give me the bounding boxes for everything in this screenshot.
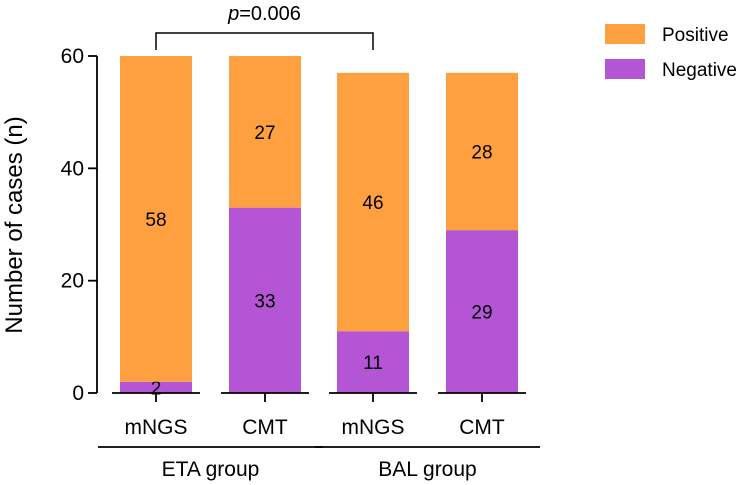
data-label: 58 [145, 210, 166, 231]
x-tick-label: CMT [242, 416, 288, 439]
data-label: 33 [254, 291, 275, 312]
x-tick-label: CMT [459, 416, 505, 439]
x-axis: mNGS CMT mNGS CMT [112, 392, 526, 439]
legend: Positive Negative [605, 24, 737, 81]
legend-swatch-negative [605, 59, 645, 79]
x-tick-label: mNGS [125, 416, 188, 439]
bars: 2 58 33 27 11 46 29 28 [120, 56, 518, 399]
bar-segment-positive [120, 56, 192, 382]
legend-label: Positive [662, 25, 729, 46]
bar-segment-positive [337, 72, 409, 332]
y-tick-label: 40 [61, 157, 84, 180]
group-label: ETA group [162, 458, 260, 481]
y-tick-label: 20 [61, 270, 84, 293]
data-label: 46 [362, 193, 383, 214]
group-label: BAL group [378, 458, 476, 481]
data-label: 27 [254, 123, 275, 144]
p-value-label: p=0.006 [227, 3, 301, 25]
data-label: 11 [363, 353, 383, 374]
y-axis-label: Number of cases (n) [1, 116, 28, 333]
bar-segment-negative [120, 381, 192, 393]
data-label: 28 [471, 142, 492, 163]
bar-segment-positive [446, 72, 518, 231]
y-tick-label: 60 [61, 45, 84, 68]
p-value: =0.006 [239, 3, 301, 25]
significance-annotation: p=0.006 [155, 3, 374, 50]
bar-segment-positive [229, 56, 301, 208]
legend-swatch-positive [605, 24, 645, 44]
bar-segment-negative [446, 230, 518, 393]
data-label: 2 [151, 378, 162, 399]
significance-bracket [155, 32, 374, 50]
legend-label: Negative [662, 60, 737, 81]
group-labels: ETA group BAL group [98, 446, 540, 481]
bar-segment-negative [337, 331, 409, 393]
data-label: 29 [471, 303, 492, 324]
y-tick-label: 0 [72, 382, 84, 405]
p-symbol: p [227, 3, 239, 25]
bar-segment-negative [229, 207, 301, 393]
y-axis: 0 20 40 60 [61, 45, 98, 405]
x-tick-label: mNGS [342, 416, 405, 439]
